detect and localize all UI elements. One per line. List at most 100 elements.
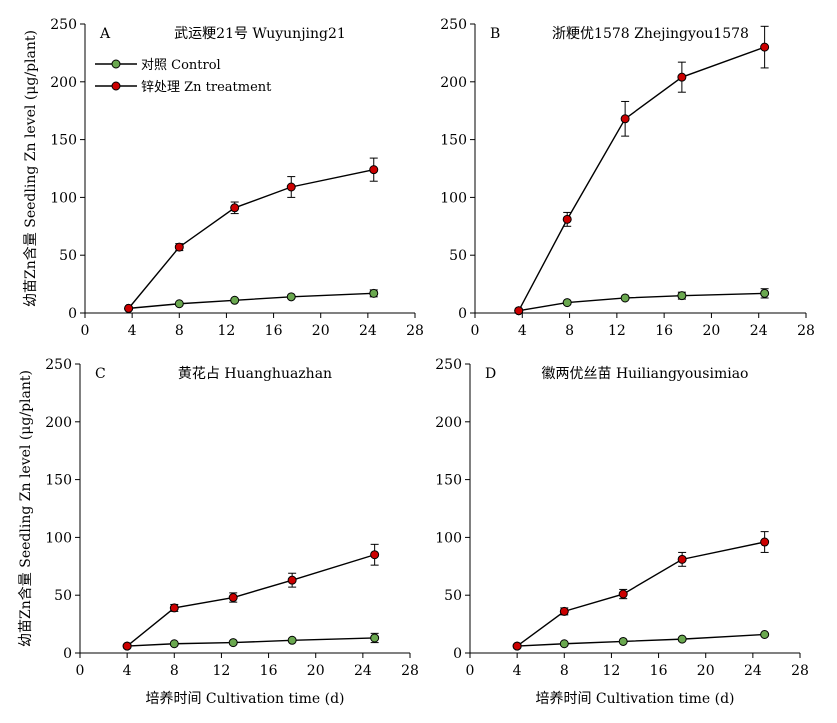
data-point bbox=[286, 182, 296, 192]
data-point bbox=[228, 638, 238, 648]
y-tick-label: 150 bbox=[440, 133, 467, 149]
x-tick-label: 28 bbox=[401, 663, 419, 679]
y-tick-label: 50 bbox=[444, 588, 462, 604]
panel-title: 浙粳优1578 Zhejingyou1578 bbox=[552, 26, 749, 42]
y-tick-label: 100 bbox=[45, 530, 72, 546]
data-point bbox=[677, 291, 687, 301]
data-point bbox=[169, 603, 179, 613]
x-tick-label: 24 bbox=[359, 323, 377, 339]
data-point bbox=[124, 303, 134, 313]
y-tick-label: 250 bbox=[45, 357, 72, 373]
series-line bbox=[126, 554, 375, 647]
x-tick-label: 16 bbox=[265, 323, 283, 339]
y-tick-label: 250 bbox=[435, 357, 462, 373]
data-point bbox=[370, 633, 380, 643]
panel-title: 黄花占 Huanghuazhan bbox=[178, 365, 332, 382]
data-point bbox=[369, 288, 379, 298]
panel-title: 徽两优丝苗 Huiliangyousimiao bbox=[542, 366, 749, 382]
data-point bbox=[174, 299, 184, 309]
y-tick-label: 50 bbox=[449, 248, 467, 264]
x-tick-label: 4 bbox=[128, 323, 137, 339]
series-zn-treatment bbox=[124, 157, 379, 313]
y-tick-label: 0 bbox=[68, 306, 77, 322]
series-line bbox=[127, 637, 375, 647]
data-point bbox=[287, 575, 297, 585]
series-line bbox=[517, 633, 765, 647]
data-point bbox=[228, 593, 238, 603]
data-point bbox=[760, 537, 770, 547]
x-tick-label: 12 bbox=[213, 663, 231, 679]
x-tick-label: 4 bbox=[123, 663, 132, 679]
x-tick-label: 24 bbox=[354, 663, 372, 679]
x-axis-title: 培养时间 Cultivation time (d) bbox=[145, 691, 344, 707]
y-axis-title: 幼苗Zn含量 Seedling Zn level (μg/plant) bbox=[23, 30, 39, 307]
data-point bbox=[620, 114, 630, 124]
series-control bbox=[124, 288, 379, 313]
data-point bbox=[230, 203, 240, 213]
y-tick-label: 0 bbox=[458, 306, 467, 322]
series-control bbox=[514, 288, 770, 316]
data-point bbox=[286, 292, 296, 302]
series-line bbox=[516, 541, 765, 647]
x-tick-label: 16 bbox=[655, 323, 673, 339]
x-tick-label: 12 bbox=[218, 323, 236, 339]
x-tick-label: 4 bbox=[513, 663, 522, 679]
data-point bbox=[620, 293, 630, 303]
data-point bbox=[559, 639, 569, 649]
x-tick-label: 16 bbox=[650, 663, 668, 679]
panel-c: 0 50 100 150 200 250 0 4 8 12 16 20 24 28 C 黄花占 Huanghu… bbox=[18, 357, 419, 707]
data-point bbox=[370, 550, 380, 560]
y-tick-label: 0 bbox=[453, 646, 462, 662]
y-tick-label: 200 bbox=[45, 415, 72, 431]
legend-label: 对照 Control bbox=[141, 58, 221, 73]
data-point bbox=[618, 636, 628, 646]
data-point bbox=[760, 288, 770, 298]
data-point bbox=[369, 165, 379, 175]
y-tick-label: 250 bbox=[50, 17, 77, 33]
x-tick-label: 4 bbox=[518, 323, 527, 339]
data-point bbox=[562, 214, 572, 224]
y-tick-label: 200 bbox=[50, 75, 77, 91]
y-tick-label: 200 bbox=[440, 75, 467, 91]
series-zn-treatment bbox=[122, 543, 380, 651]
x-tick-label: 20 bbox=[703, 323, 721, 339]
panel-letter: C bbox=[95, 366, 106, 382]
legend-marker bbox=[111, 81, 121, 91]
panel-letter: B bbox=[490, 26, 500, 42]
series-zn-treatment bbox=[512, 531, 770, 651]
series-control bbox=[512, 630, 770, 651]
x-tick-label: 12 bbox=[603, 663, 621, 679]
y-tick-label: 150 bbox=[50, 133, 77, 149]
y-tick-label: 100 bbox=[435, 530, 462, 546]
data-point bbox=[514, 306, 524, 316]
x-tick-label: 28 bbox=[797, 323, 815, 339]
y-tick-label: 100 bbox=[440, 190, 467, 206]
x-tick-label: 24 bbox=[744, 663, 762, 679]
x-tick-label: 20 bbox=[697, 663, 715, 679]
data-point bbox=[562, 298, 572, 308]
panel-letter: D bbox=[485, 366, 496, 382]
y-tick-label: 50 bbox=[59, 248, 77, 264]
data-point bbox=[174, 242, 184, 252]
panel-d: 0 50 100 150 200 250 0 4 8 12 16 20 24 28 D 徽两优丝苗 Huili… bbox=[435, 357, 809, 707]
data-point bbox=[677, 554, 687, 564]
x-tick-label: 0 bbox=[81, 323, 90, 339]
x-tick-label: 28 bbox=[791, 663, 809, 679]
panel-title: 武运粳21号 Wuyunjing21 bbox=[174, 26, 346, 42]
x-tick-label: 0 bbox=[471, 323, 480, 339]
legend-marker bbox=[111, 59, 121, 69]
series-zn-treatment bbox=[514, 25, 770, 316]
y-tick-label: 0 bbox=[63, 646, 72, 662]
x-tick-label: 0 bbox=[466, 663, 475, 679]
x-tick-label: 20 bbox=[312, 323, 330, 339]
data-point bbox=[512, 641, 522, 651]
x-tick-label: 24 bbox=[750, 323, 768, 339]
y-tick-label: 150 bbox=[45, 473, 72, 489]
x-axis-title: 培养时间 Cultivation time (d) bbox=[535, 691, 734, 707]
series-line bbox=[518, 46, 765, 312]
series-line bbox=[128, 292, 374, 310]
data-point bbox=[618, 589, 628, 599]
y-axis-title: 幼苗Zn含量 Seedling Zn level (μg/plant) bbox=[18, 370, 34, 647]
data-point bbox=[677, 72, 687, 82]
x-tick-label: 0 bbox=[76, 663, 85, 679]
